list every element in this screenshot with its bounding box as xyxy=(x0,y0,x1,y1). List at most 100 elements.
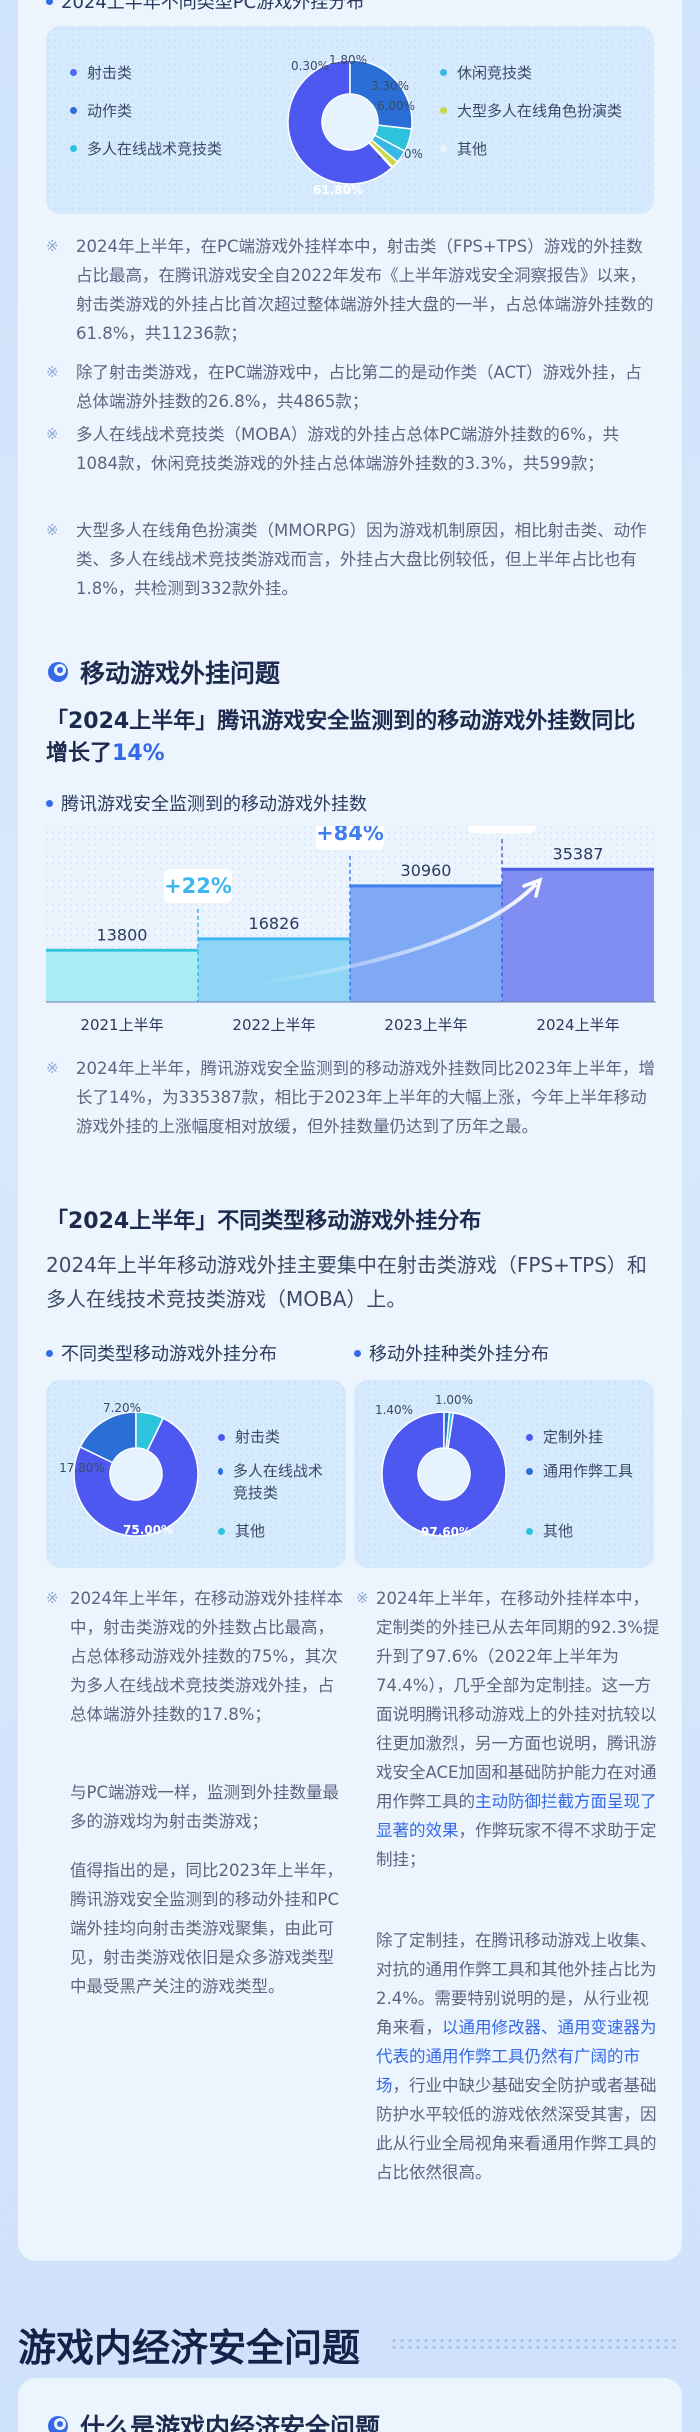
legend-item: 多人在线战术竞技类 xyxy=(218,1460,328,1504)
donut-slice xyxy=(381,1411,507,1537)
note-mark-icon: ※ xyxy=(46,1059,59,1077)
legend-item: 其他 xyxy=(440,138,487,159)
donut-label: 17.80% xyxy=(59,1461,105,1475)
donut-label: 61.80% xyxy=(313,183,363,197)
economy-subtitle: 什么是游戏内经济安全问题 xyxy=(46,2408,380,2432)
legend-dot xyxy=(70,69,77,76)
swirl-icon xyxy=(48,2416,68,2432)
right-note-2: 除了定制挂，在腾讯移动游戏上收集、对抗的通用作弊工具和其他外挂占比为2.4%。需… xyxy=(376,1931,657,2182)
growth-badge xyxy=(164,868,232,903)
donut-label: 7.20% xyxy=(103,1401,141,1415)
mobile-section-title: 移动游戏外挂问题 xyxy=(46,654,280,690)
donut-slice xyxy=(135,1411,165,1452)
category-label: 2021上半年 xyxy=(80,1016,163,1034)
note-mark-icon: ※ xyxy=(46,425,59,443)
legend-item: 定制外挂 xyxy=(526,1426,636,1448)
donut-slice xyxy=(73,1417,199,1537)
legend-label: 其他 xyxy=(457,140,488,158)
legend-label: 射击类 xyxy=(87,64,133,82)
economy-section-title: 游戏内经济安全问题 xyxy=(18,2326,361,2370)
category-label: 2022上半年 xyxy=(232,1016,315,1034)
dot-decoration xyxy=(390,2337,680,2351)
left-note-2: 与PC端游戏一样，监测到外挂数量最多的游戏均为射击类游戏； xyxy=(70,1783,339,1831)
legend-dot xyxy=(218,1528,225,1535)
legend-item: 射击类 xyxy=(70,62,132,83)
donut-label: 1.00% xyxy=(435,1393,473,1407)
left-note-1: ※ 2024年上半年，在移动游戏外挂样本中，射击类游戏的外挂数占比最高，占总体移动… xyxy=(46,1584,346,1729)
legend-label: 通用作弊工具 xyxy=(543,1462,634,1480)
category-label: 2024上半年 xyxy=(536,1016,619,1034)
pc-note-1: ※ 2024年上半年，在PC端游戏外挂样本中，射击类（FPS+TPS）游戏的外挂数… xyxy=(46,232,658,348)
trend-arrow-head xyxy=(522,877,543,898)
pc-donut-chart: 61.80%26.80%6.00%3.30%1.80%0.30% xyxy=(287,53,423,197)
pc-note-3: ※ 多人在线战术竞技类（MOBA）游戏的外挂占总体PC端游外挂数的6%，共1084… xyxy=(46,420,658,478)
pc-note-4: ※ 大型多人在线角色扮演类（MMORPG）因为游戏机制原因，相比射击类、动作类、多… xyxy=(46,516,658,603)
legend-item: 射击类 xyxy=(218,1426,328,1448)
legend-item: 通用作弊工具 xyxy=(526,1460,636,1482)
bar-value-label: 30960 xyxy=(401,861,452,880)
legend-item: 大型多人在线角色扮演类 xyxy=(440,100,622,121)
left-note-3: 值得指出的是，同比2023年上半年，腾讯游戏安全监测到的移动外挂和PC端外挂均向… xyxy=(70,1861,343,1996)
legend-dot xyxy=(70,145,77,152)
legend-item: 多人在线战术竞技类 xyxy=(70,138,222,159)
legend-item: 休闲竞技类 xyxy=(440,62,532,83)
note-mark-icon: ※ xyxy=(46,521,59,539)
right-donut-chart: 97.60% 1.40% 1.00% xyxy=(375,1393,507,1539)
donut-label: 75.00% xyxy=(123,1523,173,1537)
economy-card xyxy=(18,2378,682,2432)
legend-dot xyxy=(440,107,447,114)
legend-dot xyxy=(440,69,447,76)
legend-dot xyxy=(440,145,447,152)
donut-label: 0.30% xyxy=(291,59,329,73)
dist-headline: 「2024上半年」不同类型移动游戏外挂分布 xyxy=(46,1209,482,1234)
legend-item: 动作类 xyxy=(70,100,132,121)
donut-label: 1.40% xyxy=(375,1403,413,1417)
mobile-headline: 「2024上半年」腾讯游戏安全监测到的移动游戏外挂数同比增长了14% xyxy=(46,709,636,766)
mobile-note: ※ 2024年上半年，腾讯游戏安全监测到的移动游戏外挂数同比2023年上半年，增长… xyxy=(46,1054,658,1141)
bullet-dot xyxy=(46,0,53,5)
legend-label: 定制外挂 xyxy=(543,1428,604,1446)
legend-item: 其他 xyxy=(526,1520,636,1542)
bullet-dot xyxy=(46,1349,53,1357)
pc-note-2: ※ 除了射击类游戏，在PC端游戏中，占比第二的是动作类（ACT）游戏外挂，占总体端… xyxy=(46,358,658,416)
legend-dot xyxy=(526,1528,533,1535)
donut-hole xyxy=(111,1449,161,1499)
note-mark-icon: ※ xyxy=(46,237,59,255)
bullet-dot xyxy=(46,799,53,807)
bar-value-label: 16826 xyxy=(249,914,300,933)
mobile-chart-label: 腾讯游戏安全监测到的移动游戏外挂数 xyxy=(46,790,367,816)
trend-arrow-icon xyxy=(253,882,538,986)
legend-label: 射击类 xyxy=(235,1428,281,1446)
legend-label: 其他 xyxy=(543,1522,574,1540)
left-chart-label: 不同类型移动游戏外挂分布 xyxy=(46,1340,277,1366)
bar-value-label: 13800 xyxy=(97,925,148,944)
legend-label: 休闲竞技类 xyxy=(457,64,533,82)
note-mark-icon: ※ xyxy=(356,1589,369,1607)
donut-slice xyxy=(367,141,394,169)
category-label: 2023上半年 xyxy=(384,1016,467,1034)
legend-label: 动作类 xyxy=(87,102,133,120)
donut-slice xyxy=(287,59,393,185)
legend-dot xyxy=(526,1468,533,1475)
legend-item: 其他 xyxy=(218,1520,328,1542)
growth-label: +84% xyxy=(316,826,384,845)
growth-label: +22% xyxy=(164,874,232,898)
donut-hole xyxy=(323,95,377,149)
donut-label: 3.30% xyxy=(371,79,409,93)
donut-label: 97.60% xyxy=(421,1525,471,1539)
right-chart-label: 移动外挂种类外挂分布 xyxy=(354,1340,549,1366)
mobile-bar-chart: 13800 2021上半年 16826 2022上半年 +22% 30960 2023上半年… xyxy=(46,826,656,1034)
donut-label: 1.80% xyxy=(329,53,367,67)
growth-badge xyxy=(468,826,536,834)
legend-dot xyxy=(218,1434,225,1441)
pc-chart-label: 2024上半年不同类型PC游戏外挂分布 xyxy=(46,0,364,14)
legend-dot xyxy=(70,107,77,114)
dist-intro: 2024年上半年移动游戏外挂主要集中在射击类游戏（FPS+TPS）和多人在线技术… xyxy=(46,1253,647,1311)
growth-label: +14% xyxy=(468,826,536,828)
bar xyxy=(502,869,654,1002)
donut-slice xyxy=(349,59,413,130)
content-card xyxy=(18,0,682,2261)
donut-slice xyxy=(445,1411,455,1450)
legend-label: 其他 xyxy=(235,1522,266,1540)
donut-label: 6.00% xyxy=(377,99,415,113)
